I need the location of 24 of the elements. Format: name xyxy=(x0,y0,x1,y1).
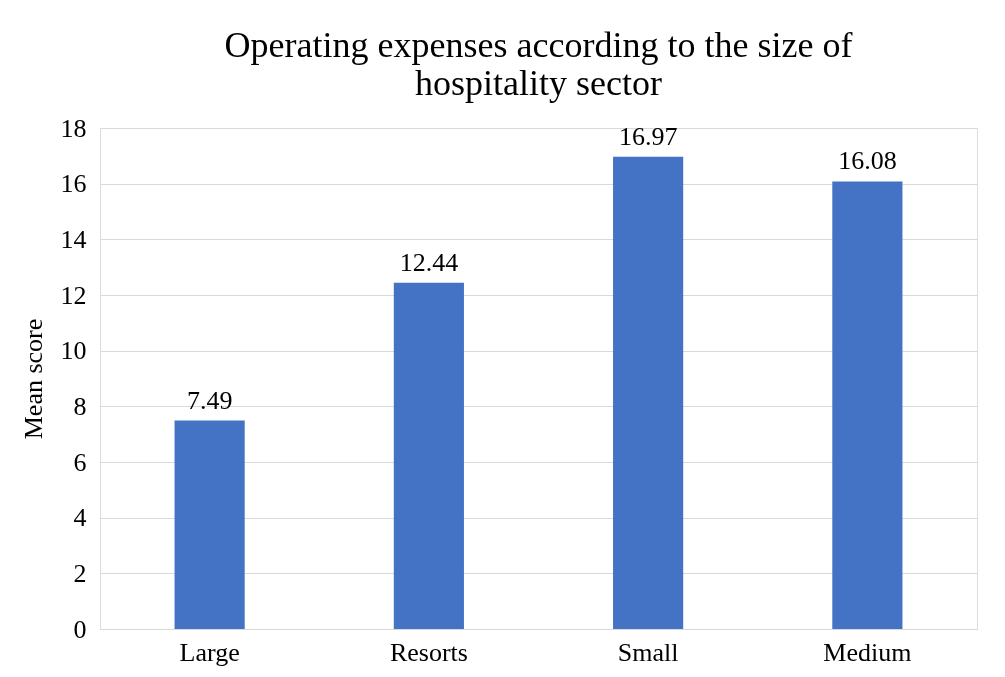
bar xyxy=(832,181,903,629)
y-tick-label: 2 xyxy=(73,558,87,588)
bar xyxy=(174,420,245,629)
data-label: 16.08 xyxy=(838,146,897,176)
y-tick-label: 4 xyxy=(73,503,87,533)
y-tick-label: 0 xyxy=(73,614,87,644)
y-tick-label: 10 xyxy=(60,336,87,366)
y-tick-label: 16 xyxy=(60,169,87,199)
y-tick-label: 12 xyxy=(60,280,87,310)
x-tick-label: Medium xyxy=(823,637,912,667)
y-tick-label: 6 xyxy=(73,447,87,477)
y-tick-label: 14 xyxy=(60,224,87,254)
x-tick-label: Large xyxy=(179,637,240,667)
bar xyxy=(393,282,464,629)
y-tick-label: 18 xyxy=(60,113,87,143)
data-label: 12.44 xyxy=(399,247,459,277)
y-tick-label: 8 xyxy=(73,391,87,421)
bar xyxy=(613,156,684,629)
chart-title: Operating expenses according to the size of hospitality sector xyxy=(224,25,853,103)
x-tick-label: Resorts xyxy=(389,637,468,667)
y-axis-title: Mean score xyxy=(18,318,48,440)
data-label: 16.97 xyxy=(618,121,678,151)
data-label: 7.49 xyxy=(186,385,233,415)
x-tick-label: Small xyxy=(617,637,679,667)
